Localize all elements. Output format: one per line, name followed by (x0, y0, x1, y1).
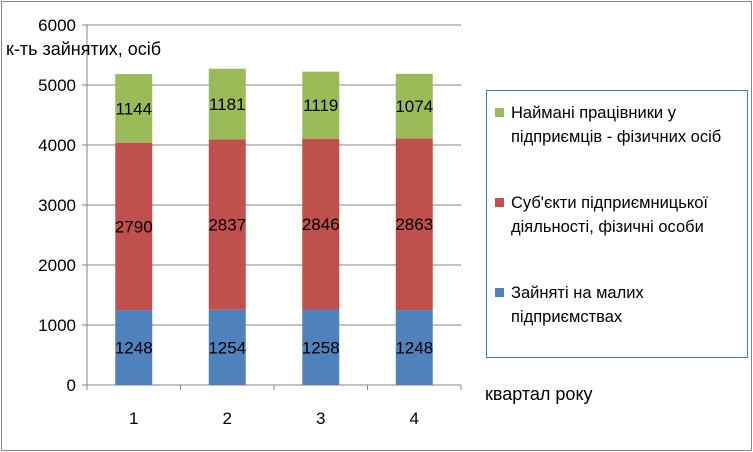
legend-item-small-enterprises: Зайняті на малих підприємствах (495, 281, 741, 329)
data-label: 1258 (302, 338, 340, 357)
y-tick-label: 2000 (38, 256, 76, 275)
data-label: 2846 (302, 215, 340, 234)
x-tick-label: 3 (316, 409, 325, 428)
x-tick-label: 1 (129, 409, 138, 428)
tick-labels: 0 1000 2000 3000 4000 5000 6000 1 2 3 4 (38, 16, 419, 428)
data-label: 1074 (395, 97, 433, 116)
bar-segment (302, 71, 340, 139)
y-axis-title: к-ть зайнятих, осіб (6, 39, 161, 59)
data-label: 1254 (208, 338, 246, 357)
data-label: 1181 (209, 95, 246, 114)
legend-swatch-blue (495, 288, 504, 297)
y-tick-label: 6000 (38, 16, 76, 35)
x-tick-label: 4 (410, 409, 419, 428)
x-axis-title: квартал року (485, 384, 593, 404)
y-tick-label: 4000 (38, 136, 76, 155)
bar-segment (208, 139, 246, 310)
data-label: 1144 (115, 99, 152, 118)
data-labels: 1248 2790 1144 1254 2837 1181 1258 2846 1119 1248… (115, 95, 433, 357)
bar-segment (302, 138, 340, 310)
bar-segment (208, 309, 246, 385)
bar-segment (395, 138, 433, 311)
bar-segment (115, 310, 153, 385)
data-label: 2837 (208, 216, 246, 235)
legend-swatch-red (495, 198, 504, 207)
bars (115, 68, 433, 385)
data-label: 2863 (395, 215, 433, 234)
bar-segment (115, 142, 153, 311)
legend-label: Наймані працівники у підприємців - фізич… (511, 104, 722, 146)
legend-label: Суб'єкти підприємницької діяльності, фіз… (511, 194, 708, 236)
bar-segment (302, 309, 340, 385)
bar-segment (395, 310, 433, 385)
legend: Наймані працівники у підприємців - фізич… (486, 90, 748, 358)
y-tick-label: 1000 (38, 316, 76, 335)
legend-item-hired-workers: Наймані працівники у підприємців - фізич… (495, 101, 741, 149)
x-tick-label: 2 (223, 409, 232, 428)
data-label: 2790 (115, 217, 153, 236)
data-label: 1119 (303, 96, 338, 115)
y-tick-label: 3000 (38, 196, 76, 215)
y-tick-label: 5000 (38, 76, 76, 95)
legend-label: Зайняті на малих підприємствах (511, 284, 644, 326)
legend-swatch-green (495, 108, 504, 117)
data-label: 1248 (395, 339, 433, 358)
data-label: 1248 (115, 339, 153, 358)
bar-segment (115, 74, 153, 143)
y-tick-label: 0 (67, 376, 76, 395)
bar-segment (395, 73, 433, 139)
legend-item-entrepreneurs: Суб'єкти підприємницької діяльності, фіз… (495, 191, 741, 239)
bar-segment (208, 68, 246, 140)
